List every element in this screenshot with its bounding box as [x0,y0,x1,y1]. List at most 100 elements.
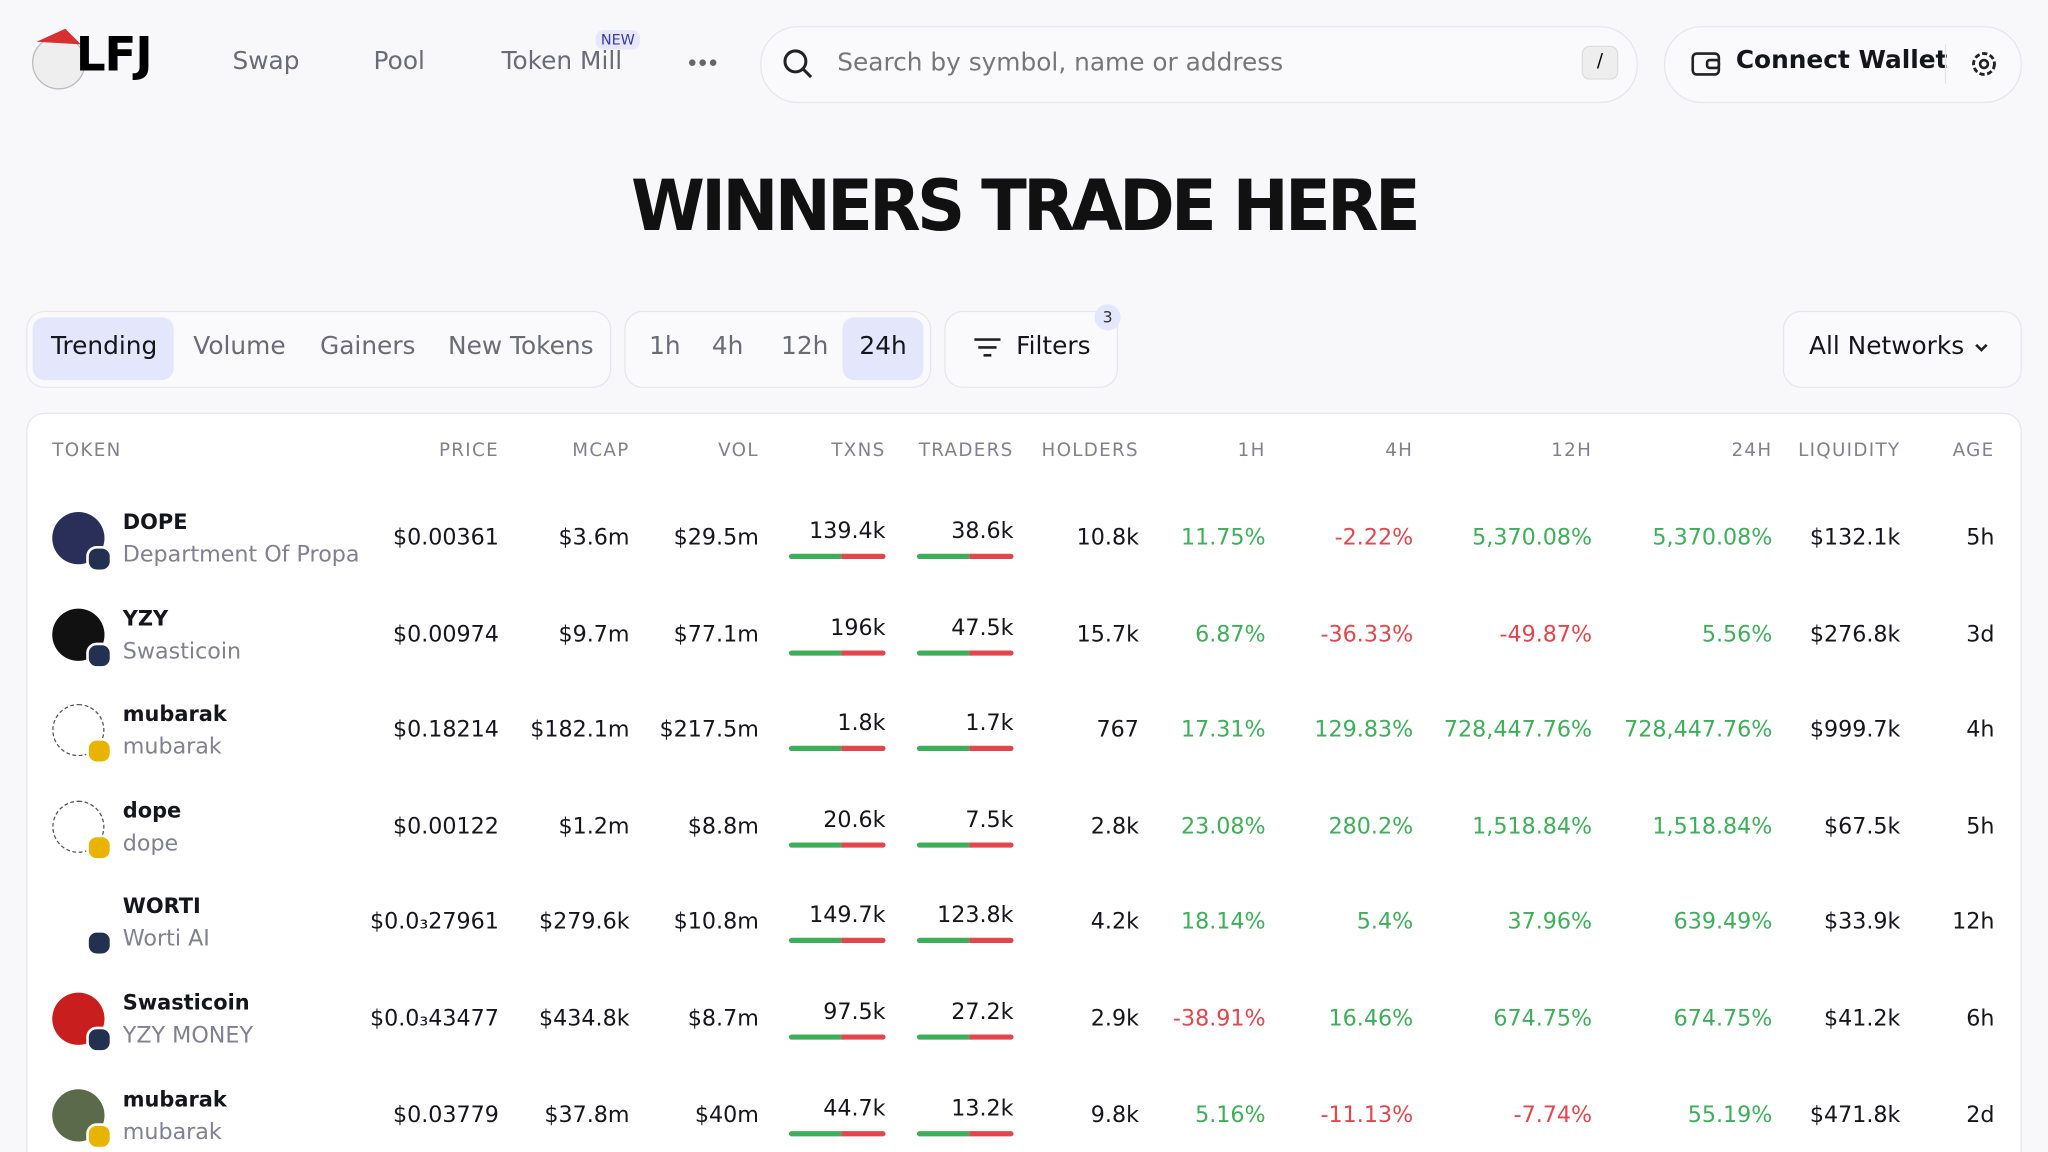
cell: 44.7k [823,1095,886,1122]
column-header: 12H [1551,440,1593,462]
period-selected [842,317,924,381]
cell: $0.00122 [392,813,499,840]
sell-bar [969,553,1014,560]
period[interactable]: 12h [781,331,829,361]
filter-count: 3 [1094,304,1121,331]
buy-bar [916,1034,970,1040]
period[interactable]: 4h [711,331,744,361]
cell: $10.8m [673,909,759,936]
cell: 674.75% [1673,1005,1773,1032]
chain-badge [86,642,113,669]
search-box[interactable] [760,26,1638,104]
cell: 47.5k [951,614,1014,641]
column-header: PRICE [438,440,499,462]
column-header: 4H [1385,440,1414,462]
token-icon [52,800,105,853]
token-symbol[interactable]: Swasticoin [122,990,250,1015]
new-badge: NEW [595,30,641,50]
cell: 123.8k [937,903,1014,930]
column-header: LIQUIDITY [1798,440,1901,462]
cell: $8.7m [687,1005,759,1032]
cell: $0.0₃27961 [369,909,499,936]
tab[interactable]: Volume [193,331,286,361]
sell-bar [841,553,886,560]
cell: 15.7k [1076,621,1139,648]
token-name: Swasticoin [122,638,242,665]
cell: 6h [1966,1005,1995,1032]
chain-badge [86,1026,113,1053]
cell: 674.75% [1493,1005,1593,1032]
tab[interactable]: New Tokens [447,331,594,361]
cell: 1,518.84% [1652,813,1773,840]
cell: 7.5k [965,806,1014,834]
buy-bar [916,842,970,848]
filters-box[interactable] [944,310,1119,388]
cell: $8.8m [687,813,759,840]
cell: 1,518.84% [1472,813,1593,840]
column-header: TOKEN [52,440,122,462]
tab[interactable]: Trending [50,331,158,361]
cell: $77.1m [673,621,759,648]
token-symbol[interactable]: mubarak [122,1086,227,1111]
buy-bar [916,1130,970,1136]
token-name: dope [122,830,179,857]
buy-bar [788,938,842,944]
settings-icon[interactable] [1968,48,1999,79]
nav-link[interactable]: Token Mill [501,47,623,76]
logo[interactable]: LFJ [75,28,153,83]
token-name: Worti AI [122,926,210,953]
shortcut-key: / [1581,45,1619,80]
cell: 1.7k [965,710,1014,737]
nav-link[interactable]: Pool [373,47,425,76]
period[interactable]: 1h [649,331,681,361]
cell: 5.4% [1356,909,1414,936]
cell: 4.2k [1090,909,1139,936]
chain-badge [86,738,113,765]
sell-bar [841,746,886,752]
tab-selected [32,317,174,381]
hero-title: WINNERS TRADE HERE [630,164,1421,247]
cell: 23.08% [1180,813,1266,840]
period[interactable]: 24h [859,331,907,361]
more-icon[interactable] [687,57,718,67]
chain-badge [86,930,113,957]
token-symbol[interactable]: YZY [122,605,169,631]
chevron [1975,343,1988,352]
token-symbol[interactable]: dope [122,797,182,823]
sell-bar [841,1130,886,1136]
cell: 5h [1966,813,1995,840]
tab[interactable]: Gainers [319,331,416,361]
cell: $999.7k [1809,717,1901,744]
token-symbol[interactable]: DOPE [122,509,188,535]
nav-link[interactable]: Swap [232,47,300,76]
sell-bar [969,746,1014,752]
column-header: TXNS [831,440,886,462]
cell: $0.0₃43477 [369,1005,499,1032]
token-symbol[interactable]: mubarak [122,701,227,727]
cell: $182.1m [530,717,630,744]
token-symbol[interactable]: WORTI [122,893,201,919]
cell: 9.8k [1090,1101,1139,1128]
cell: 12h [1952,909,1995,936]
buy-bar [916,746,970,752]
connect-wallet[interactable]: Connect Wallet [1735,45,1948,75]
cell: -2.22% [1334,525,1414,552]
cell: 767 [1096,717,1139,744]
buy-bar [788,842,842,848]
cell: $3.6m [558,525,630,552]
column-header: MCAP [572,440,630,462]
cell: 139.4k [809,518,886,545]
network-label: All Networks [1808,331,1965,361]
cell: -11.13% [1320,1101,1414,1128]
buy-bar [788,1034,842,1040]
buy-bar [788,746,842,752]
cell: $37.8m [544,1101,630,1128]
cell: -36.33% [1320,621,1414,648]
cell: -7.74% [1513,1101,1593,1128]
cell: -49.87% [1499,621,1593,648]
sell-bar [969,1130,1014,1136]
cell: 2.8k [1090,813,1139,840]
sell-bar [841,938,886,944]
cell: $33.9k [1823,909,1901,936]
column-header: TRADERS [918,440,1014,462]
